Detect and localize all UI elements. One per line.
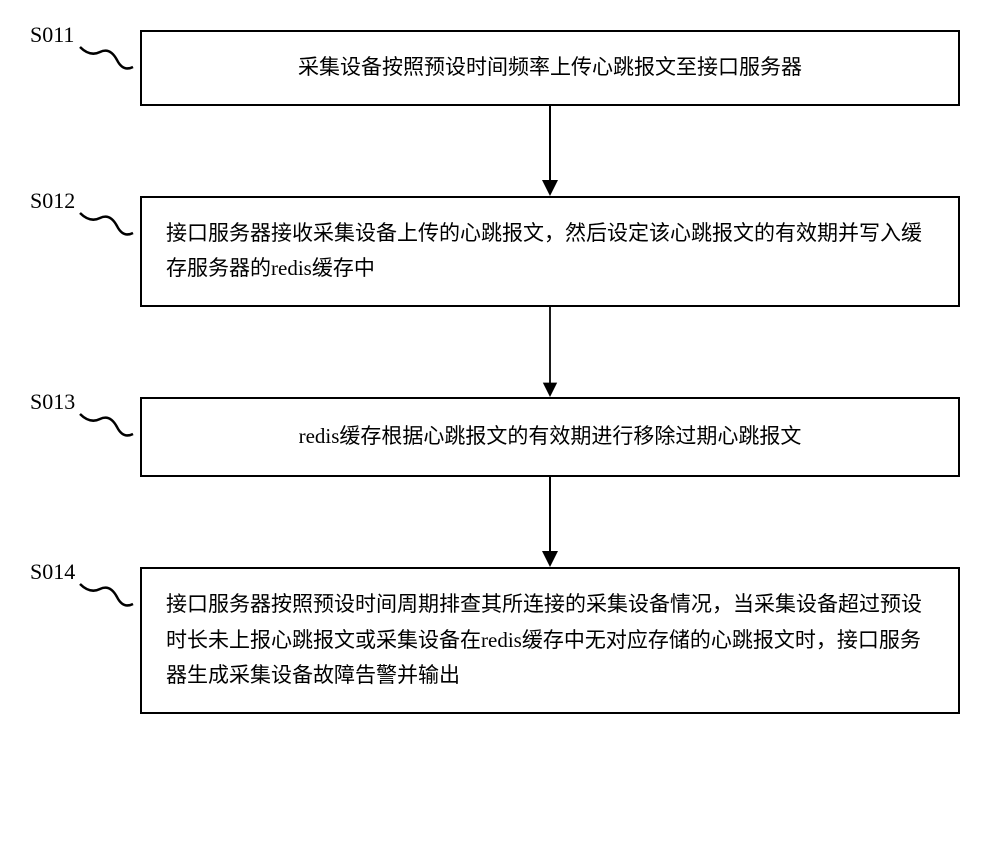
step-row-3: S013 redis缓存根据心跳报文的有效期进行移除过期心跳报文 — [20, 397, 980, 477]
step-label-1: S011 — [30, 22, 74, 48]
squiggle-connector-3 — [75, 409, 135, 449]
step-text-3: redis缓存根据心跳报文的有效期进行移除过期心跳报文 — [299, 419, 802, 455]
squiggle-connector-4 — [75, 579, 135, 619]
squiggle-connector-1 — [75, 42, 135, 82]
flowchart-container: S011 采集设备按照预设时间频率上传心跳报文至接口服务器 S012 接口服务器… — [20, 30, 980, 714]
step-box-3: redis缓存根据心跳报文的有效期进行移除过期心跳报文 — [140, 397, 960, 477]
arrow-container-1 — [20, 106, 980, 196]
step-label-3: S013 — [30, 389, 75, 415]
arrow-down-2 — [538, 307, 562, 397]
step-row-2: S012 接口服务器接收采集设备上传的心跳报文，然后设定该心跳报文的有效期并写入… — [20, 196, 980, 307]
arrow-down-1 — [538, 106, 562, 196]
step-label-2: S012 — [30, 188, 75, 214]
step-row-4: S014 接口服务器按照预设时间周期排查其所连接的采集设备情况，当采集设备超过预… — [20, 567, 980, 714]
step-text-2: 接口服务器接收采集设备上传的心跳报文，然后设定该心跳报文的有效期并写入缓存服务器… — [166, 216, 934, 287]
step-box-1: 采集设备按照预设时间频率上传心跳报文至接口服务器 — [140, 30, 960, 106]
arrow-container-3 — [20, 477, 980, 567]
step-label-4: S014 — [30, 559, 75, 585]
arrow-down-3 — [538, 477, 562, 567]
step-text-1: 采集设备按照预设时间频率上传心跳报文至接口服务器 — [298, 50, 802, 86]
squiggle-connector-2 — [75, 208, 135, 248]
step-row-1: S011 采集设备按照预设时间频率上传心跳报文至接口服务器 — [20, 30, 980, 106]
arrow-container-2 — [20, 307, 980, 397]
step-box-2: 接口服务器接收采集设备上传的心跳报文，然后设定该心跳报文的有效期并写入缓存服务器… — [140, 196, 960, 307]
step-text-4: 接口服务器按照预设时间周期排查其所连接的采集设备情况，当采集设备超过预设时长未上… — [166, 587, 934, 694]
step-box-4: 接口服务器按照预设时间周期排查其所连接的采集设备情况，当采集设备超过预设时长未上… — [140, 567, 960, 714]
